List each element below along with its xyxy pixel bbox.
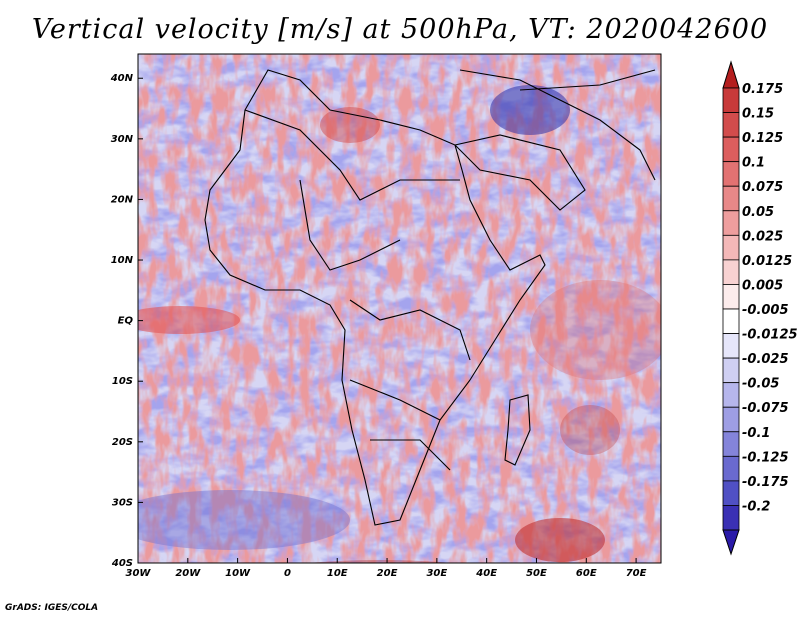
colorbar-label: 0.005 <box>742 278 783 293</box>
colorbar-label: -0.125 <box>742 450 789 465</box>
lon-tick-label: 50E <box>526 568 547 579</box>
colorbar-bin <box>722 136 740 163</box>
lon-tick-label: 10W <box>225 568 251 579</box>
lon-tick-label: 60E <box>576 568 597 579</box>
colorbar-bin <box>722 308 740 334</box>
lat-tick-label: EQ <box>118 316 134 327</box>
lon-tick-label: 20E <box>377 568 398 579</box>
lon-tick-label: 30E <box>426 568 447 579</box>
colorbar-bin <box>722 333 740 359</box>
latitude-axis: 40N 30N 20N 10N EQ 10S 20S 30S 40S <box>110 73 143 569</box>
colorbar-label: -0.075 <box>742 401 789 416</box>
plot-frame <box>137 53 662 564</box>
colorbar-label: 0.15 <box>742 107 774 122</box>
colorbar-label: 0.1 <box>742 156 765 171</box>
colorbar-label: -0.0125 <box>742 328 798 343</box>
colorbar-bin <box>722 406 740 433</box>
colorbar-bin <box>722 210 740 236</box>
lon-tick-label: 70E <box>626 568 647 579</box>
colorbar-bin <box>722 234 740 261</box>
lon-tick-label: 30W <box>126 568 152 579</box>
lat-tick-label: 40S <box>111 558 133 569</box>
colorbar-bin <box>722 185 740 212</box>
lon-tick-label: 40E <box>475 568 497 579</box>
longitude-axis: 30W 20W 10W 0 10E 20E 30E 40E 50E 60E 70E <box>126 558 647 579</box>
lon-tick-label: 20W <box>175 568 201 579</box>
lat-tick-label: 30S <box>112 497 133 508</box>
colorbar-label: -0.05 <box>742 377 779 392</box>
colorbar-bin <box>722 505 740 531</box>
colorbar-label: 0.025 <box>742 229 783 244</box>
colorbar-bin <box>722 357 740 384</box>
lat-tick-label: 20N <box>111 194 134 205</box>
colorbar-bin <box>722 284 740 310</box>
colorbar-label: 0.175 <box>742 82 783 97</box>
lat-tick-label: 10N <box>111 255 134 266</box>
colorbar-bin <box>722 455 740 482</box>
colorbar-label: 0.125 <box>742 131 783 146</box>
colorbar-label: -0.1 <box>742 426 770 441</box>
colorbar-label: 0.0125 <box>742 254 792 269</box>
lon-tick-label: 10E <box>327 568 348 579</box>
colorbar-label: -0.2 <box>742 499 770 514</box>
colorbar-bin <box>722 382 740 408</box>
colorbar-max-arrow <box>722 60 740 89</box>
colorbar-bin <box>722 87 740 113</box>
map-title: Vertical velocity [m/s] at 500hPa, VT: 2… <box>31 14 769 45</box>
colorbar-label: 0.075 <box>742 180 783 195</box>
lon-tick-label: 0 <box>284 568 291 579</box>
colorbar-label: -0.175 <box>742 475 789 490</box>
velocity-field <box>138 54 661 563</box>
colorbar-label: -0.025 <box>742 352 789 367</box>
lat-tick-label: 20S <box>112 437 133 448</box>
grads-credit: GrADS: IGES/COLA <box>5 603 99 613</box>
colorbar-bin <box>722 480 740 506</box>
lat-tick-label: 40N <box>110 73 134 84</box>
colorbar-label: 0.05 <box>742 205 774 220</box>
colorbar-label: -0.005 <box>742 303 789 318</box>
lat-tick-label: 10S <box>112 376 133 387</box>
colorbar-bin <box>722 431 740 457</box>
colorbar-bin <box>722 112 740 138</box>
colorbar-bin <box>722 161 740 187</box>
colorbar-min-arrow <box>722 529 740 556</box>
lat-tick-label: 30N <box>111 134 134 145</box>
coastlines <box>204 69 656 526</box>
colorbar: 0.175 0.15 0.125 0.1 0.075 0.05 0.025 0.0125 0.0… <box>722 60 798 556</box>
colorbar-bin <box>722 259 740 285</box>
